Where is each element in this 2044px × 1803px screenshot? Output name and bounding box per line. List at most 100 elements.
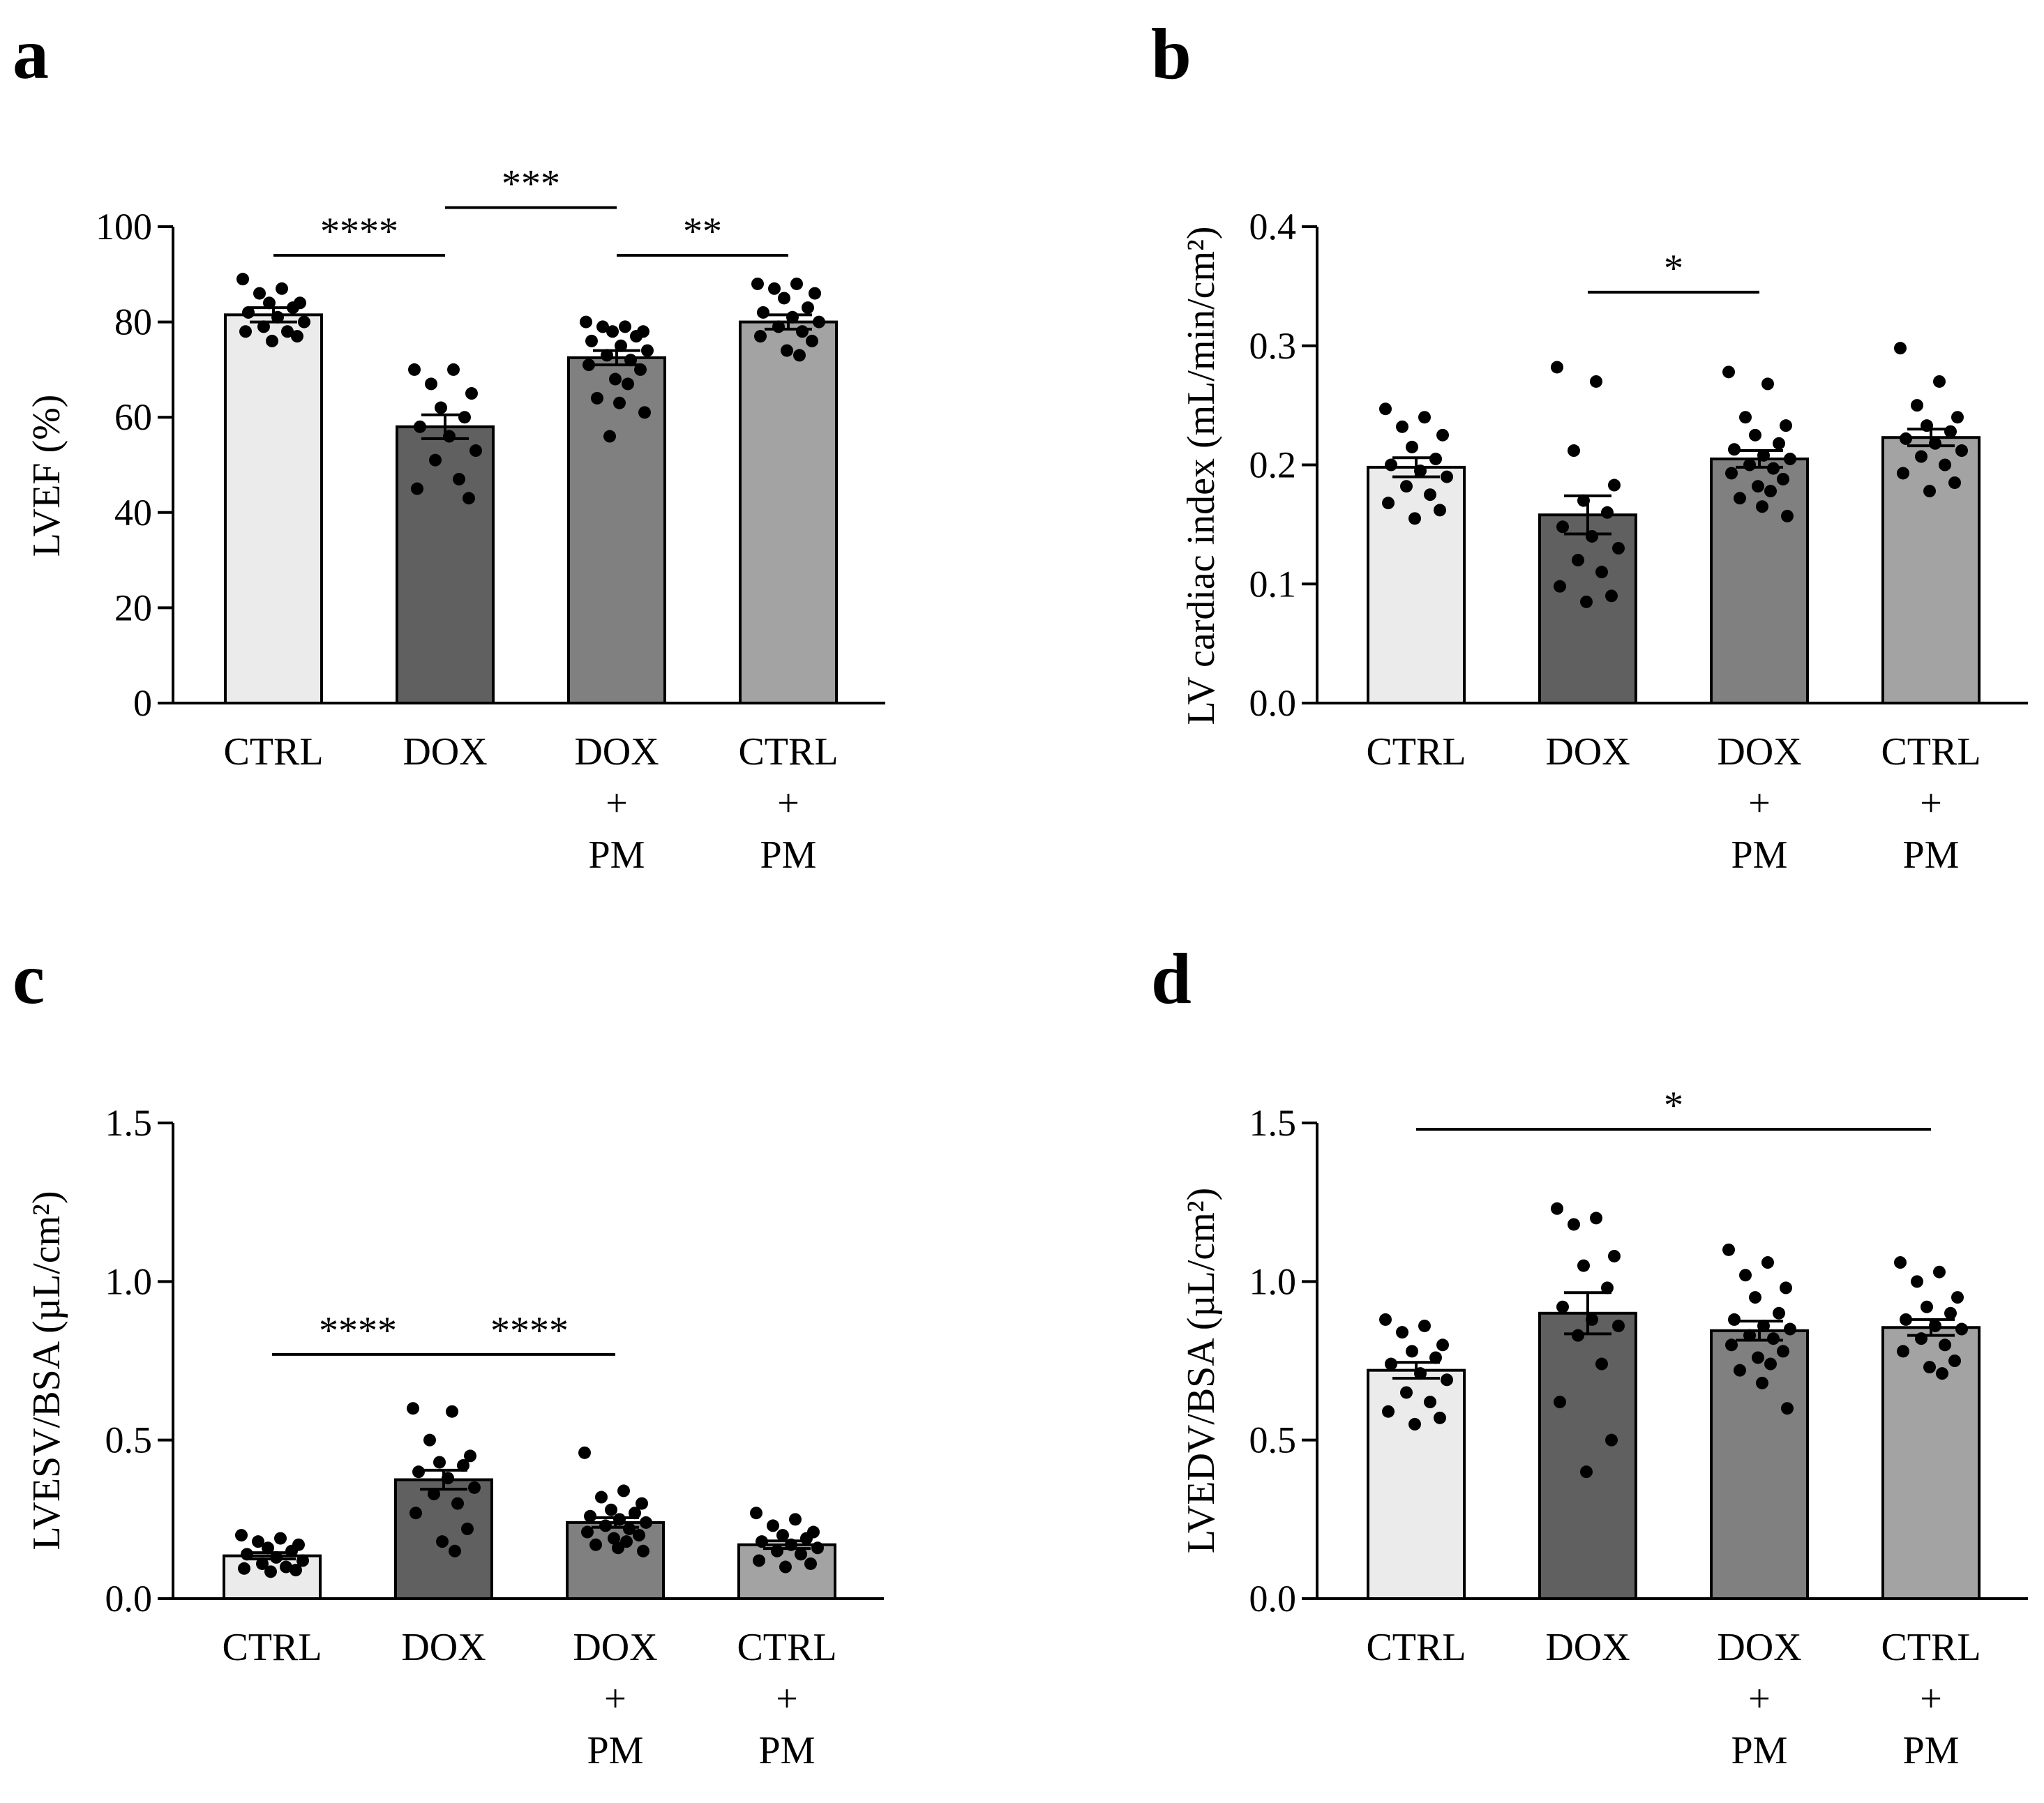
significance-label: ** <box>683 210 722 253</box>
x-tick-label: + <box>1748 1677 1771 1721</box>
y-tick-label: 0.4 <box>1249 206 1297 248</box>
data-point <box>1424 488 1436 501</box>
data-point <box>414 420 426 433</box>
data-point <box>1911 1275 1923 1288</box>
data-point <box>1568 444 1580 458</box>
data-point <box>804 1557 817 1570</box>
data-point <box>750 1507 762 1520</box>
data-point <box>1605 589 1618 603</box>
significance-label: **** <box>319 1309 397 1352</box>
y-axis-title-c: LVESV/BSA (µL/cm²) <box>25 1191 68 1550</box>
data-point <box>623 1522 636 1535</box>
x-tick-label: CTRL <box>1366 730 1466 774</box>
x-tick-label: + <box>1748 782 1771 825</box>
data-point <box>1556 1300 1569 1313</box>
data-point <box>1784 452 1796 465</box>
data-point <box>796 325 809 338</box>
data-point <box>1761 1256 1774 1269</box>
x-tick-label: DOX <box>1717 1626 1801 1669</box>
data-point <box>1900 432 1912 445</box>
data-point <box>429 453 442 467</box>
y-tick-label: 1.0 <box>105 1260 153 1302</box>
data-point <box>1418 411 1431 424</box>
data-point <box>596 320 609 333</box>
bar-a-1 <box>396 425 495 704</box>
data-point <box>617 1484 630 1498</box>
data-point <box>776 1529 789 1542</box>
data-point <box>1595 566 1608 579</box>
x-tick-label: + <box>1920 1677 1942 1721</box>
bar-b-3 <box>1881 436 1981 704</box>
data-point <box>1739 411 1752 424</box>
data-point <box>1418 1319 1431 1332</box>
bar-d-1 <box>1538 1311 1637 1601</box>
data-point <box>1728 443 1741 456</box>
data-point <box>1955 1322 1968 1336</box>
data-point <box>599 1519 612 1532</box>
y-tick-label: 0.1 <box>1249 563 1297 605</box>
data-point <box>1556 520 1569 534</box>
x-tick-label: + <box>1920 782 1942 825</box>
data-point <box>1777 472 1789 485</box>
data-point <box>624 354 637 367</box>
panel-letter-b: b <box>1151 14 1192 94</box>
data-point <box>239 325 252 338</box>
y-tick-label: 0.0 <box>105 1578 153 1620</box>
data-point <box>291 330 303 343</box>
panel-c: c LVESV/BSA (µL/cm²) 0.0 0.5 1.0 1.5 CTRL DOX… <box>13 939 884 1772</box>
data-point <box>1780 419 1792 432</box>
significance-label: **** <box>320 210 398 253</box>
data-point <box>1379 1313 1392 1326</box>
data-point <box>1385 1357 1397 1371</box>
data-point <box>606 325 619 338</box>
significance-label: *** <box>502 163 560 206</box>
data-point <box>1400 480 1413 493</box>
data-point <box>1764 1357 1777 1371</box>
x-tick-label: + <box>604 1677 626 1721</box>
data-point <box>1605 1433 1618 1447</box>
data-point <box>423 1433 436 1447</box>
data-point <box>1572 554 1584 567</box>
data-point <box>465 387 478 400</box>
y-tick-label: 1.5 <box>1249 1102 1297 1144</box>
y-tick-label: 0.2 <box>1249 444 1297 486</box>
data-point <box>1955 444 1968 458</box>
data-point <box>1767 1332 1780 1345</box>
data-point <box>264 1565 277 1578</box>
data-point <box>581 1525 594 1539</box>
x-tick-label: PM <box>1903 1729 1960 1772</box>
data-point <box>753 1554 765 1567</box>
data-point <box>1933 1265 1946 1278</box>
y-tick-label: 0.0 <box>1249 682 1297 724</box>
data-point <box>468 1481 481 1494</box>
x-tick-label: PM <box>760 833 817 877</box>
x-tick-label: + <box>606 782 628 825</box>
bar-d-0 <box>1367 1368 1466 1600</box>
data-point <box>1951 1291 1964 1304</box>
data-point <box>583 359 595 372</box>
data-point <box>464 1449 476 1463</box>
data-point <box>619 320 631 333</box>
data-point <box>1601 506 1614 519</box>
y-axis-title-a: LVEF (%) <box>25 395 68 557</box>
x-tick-label: DOX <box>574 730 659 774</box>
data-point <box>608 1532 620 1545</box>
data-point <box>457 1459 469 1472</box>
y-tick-label: 0.3 <box>1249 325 1297 367</box>
data-point <box>1752 1351 1764 1364</box>
data-point <box>813 315 825 329</box>
data-point <box>407 1402 419 1415</box>
bar-d-2 <box>1710 1329 1809 1600</box>
data-point <box>802 301 814 315</box>
data-point <box>1441 1373 1453 1387</box>
data-point <box>458 411 471 424</box>
data-point <box>428 1487 440 1500</box>
x-tick-label: DOX <box>1545 1626 1630 1669</box>
data-point <box>1580 1465 1593 1479</box>
data-point <box>1749 1291 1761 1304</box>
data-point <box>1429 1351 1442 1364</box>
data-point <box>613 396 626 409</box>
data-point <box>281 325 294 338</box>
data-point <box>1911 399 1923 412</box>
